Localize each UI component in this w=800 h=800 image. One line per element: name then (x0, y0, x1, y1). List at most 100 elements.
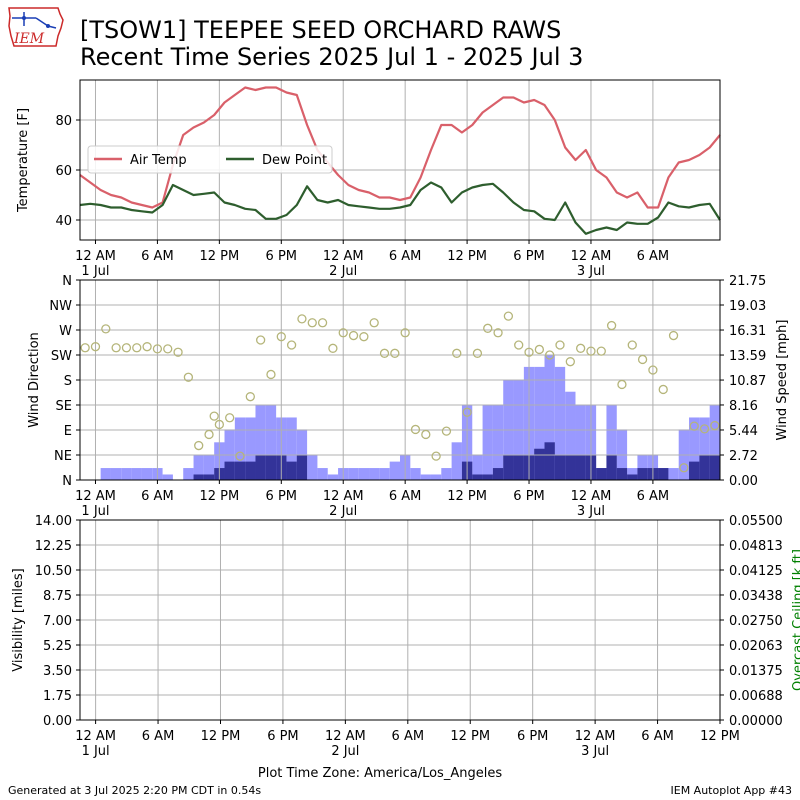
wind-dark-bar (534, 448, 545, 480)
vis-date-label: 1 Jul (82, 744, 110, 759)
vis-y2tick-label: 0.00688 (729, 689, 783, 704)
wind-direction-point (328, 343, 338, 353)
wind-speed-bar (451, 442, 462, 480)
wind-direction-point (214, 419, 225, 430)
wind-y2tick-label: 13.59 (729, 349, 766, 364)
wind-direction-point (266, 369, 276, 380)
wind-direction-point (183, 372, 194, 382)
wind-dark-bar (482, 474, 493, 480)
wind-frame (79, 279, 721, 481)
wind-speed-bar (544, 354, 555, 480)
wind-speed-bar (637, 455, 648, 480)
vis-xtick-label: 6 AM (392, 729, 425, 744)
wind-direction-point (245, 392, 255, 402)
wind-direction-point (565, 357, 575, 367)
air-temp-line (79, 86, 721, 209)
vis-y2tick-label: 0.00000 (729, 714, 783, 729)
svg-text:IEM: IEM (13, 31, 45, 47)
wind-direction-point (390, 348, 400, 358)
footer-app: IEM Autoplot App #43 (670, 784, 793, 797)
vis-ytick-label: 14.00 (35, 514, 72, 529)
vis-ytick-label: 0.00 (43, 714, 72, 729)
wind-xtick-label: 12 PM (199, 489, 239, 504)
wind-speed-bar (430, 474, 442, 480)
temp-date-label: 1 Jul (81, 264, 109, 279)
wind-speed-bar (379, 468, 390, 480)
wind-direction-point (338, 328, 348, 338)
wind-dark-bar (575, 455, 586, 480)
vis-ytick-label: 12.25 (35, 539, 72, 554)
wind-y2tick-label: 19.03 (729, 299, 766, 314)
vis-ylabel: Visibility [miles] (11, 568, 26, 671)
wind-speed-bar (141, 468, 153, 480)
wind-direction-point (689, 421, 699, 431)
wind-speed-bar (100, 468, 111, 480)
vis-y2tick-label: 0.02750 (729, 614, 783, 629)
wind-direction-point (679, 463, 689, 473)
wind-direction-point (369, 318, 379, 328)
wind-direction-point (307, 318, 317, 328)
wind-direction-point (421, 429, 431, 440)
wind-direction-point (617, 379, 627, 390)
wind-speed-bar (472, 455, 483, 480)
wind-direction-point (534, 344, 545, 355)
wind-dark-bar (193, 474, 204, 480)
wind-ytick-label: NE (54, 449, 72, 464)
wind-speed-bar (286, 417, 297, 480)
temp-xtick-label: 12 PM (199, 249, 239, 264)
wind-xtick-label: 6 PM (266, 489, 297, 504)
vis-y2tick-label: 0.04813 (729, 539, 783, 554)
wind-speed-bar (131, 468, 142, 480)
wind-direction-point (514, 340, 524, 350)
wind-direction-point (80, 343, 90, 353)
temp-ytick-label: 40 (55, 214, 72, 229)
wind-dark-bar (699, 455, 710, 480)
wind-xtick-label: 6 AM (637, 489, 670, 504)
wind-speed-bar (709, 404, 720, 480)
iem-logo: IEM (6, 6, 66, 52)
wind-direction-point (462, 407, 472, 417)
wind-y2tick-label: 8.16 (729, 399, 758, 414)
wind-dark-bar (606, 455, 617, 480)
wind-y2label: Wind Speed [mph] (775, 320, 790, 441)
wind-direction-point (575, 343, 586, 353)
wind-speed-bar (534, 366, 545, 480)
wind-speed-bar (307, 455, 318, 480)
wind-xtick-label: 12 AM (75, 489, 116, 504)
wind-dark-bar (637, 468, 648, 480)
vis-ytick-label: 1.75 (43, 689, 72, 704)
wind-dark-bar (658, 468, 669, 480)
wind-direction-point (483, 323, 493, 333)
vis-xtick-label: 6 AM (641, 729, 674, 744)
wind-speed-bar (575, 404, 586, 480)
chart-subtitle: Recent Time Series 2025 Jul 1 - 2025 Jul… (80, 43, 584, 71)
wind-speed-bar (565, 391, 576, 480)
wind-speed-bar (162, 474, 173, 480)
wind-dark-bar (286, 461, 297, 480)
temp-ylabel: Temperature [F] (16, 108, 31, 213)
wind-speed-bar (369, 468, 380, 480)
wind-date-label: 1 Jul (81, 504, 109, 519)
wind-xtick-label: 12 AM (571, 489, 612, 504)
vis-xtick-label: 12 PM (700, 729, 740, 744)
wind-ylabel: Wind Direction (27, 332, 42, 428)
wind-dark-bar (224, 461, 235, 480)
wind-direction-point (400, 328, 410, 338)
wind-direction-point (431, 451, 441, 461)
wind-speed-bar (606, 404, 617, 480)
wind-dark-bar (234, 461, 246, 480)
vis-date-label: 3 Jul (581, 744, 609, 759)
wind-direction-point (348, 330, 359, 341)
temp-ytick-label: 60 (55, 164, 72, 179)
vis-xtick-label: 12 AM (575, 729, 616, 744)
wind-speed-bar (410, 468, 421, 480)
wind-direction-point (132, 343, 142, 353)
wind-speed-bar (265, 404, 277, 480)
dew-point-line (79, 181, 721, 235)
wind-speed-bar (627, 468, 638, 480)
wind-direction-point (225, 413, 235, 423)
temp-date-label: 3 Jul (577, 264, 605, 279)
wind-direction-point (101, 324, 111, 334)
wind-direction-point (163, 344, 173, 354)
wind-direction-point (627, 340, 637, 350)
